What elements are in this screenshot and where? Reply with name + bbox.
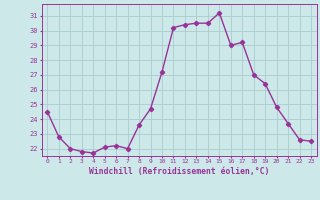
X-axis label: Windchill (Refroidissement éolien,°C): Windchill (Refroidissement éolien,°C): [89, 167, 269, 176]
